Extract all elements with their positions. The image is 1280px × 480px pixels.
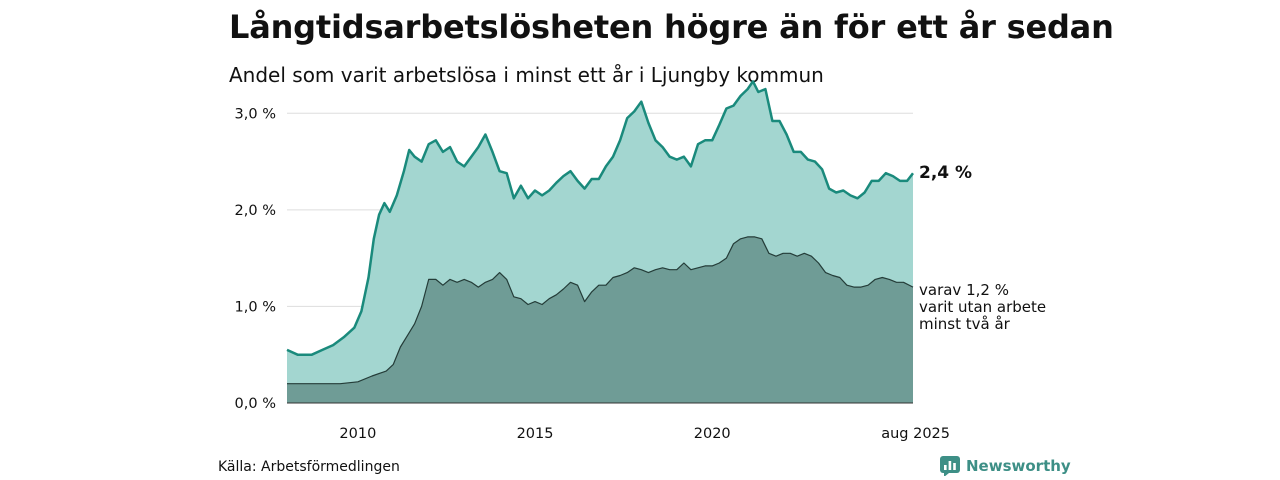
y-tick-label: 0,0 % <box>235 396 276 412</box>
two-year-series-line <box>287 236 914 385</box>
two-year-end-label-line: varit utan arbete <box>919 298 1046 316</box>
two-year-end-label-line: minst två år <box>919 315 1011 333</box>
x-tick-label: 2020 <box>694 426 731 442</box>
x-tick-label: aug 2025 <box>881 426 950 442</box>
source-note: Källa: Arbetsförmedlingen <box>218 459 400 475</box>
two-year-series-area <box>287 236 913 403</box>
two-year-end-label-line: varav 1,2 % <box>919 281 1009 299</box>
total-series-line <box>286 80 914 356</box>
x-tick-label: 2015 <box>517 426 554 442</box>
axis-labels: 0,0 % 1,0 % 2,0 % 3,0 % 2010 2015 2020 aug 2025 <box>235 106 950 442</box>
x-tick-label: 2010 <box>339 426 376 442</box>
total-end-label: 2,4 % <box>919 163 972 183</box>
y-tick-label: 2,0 % <box>235 203 276 219</box>
y-tick-label: 1,0 % <box>235 299 276 315</box>
chart-subtitle: Andel som varit arbetslösa i minst ett å… <box>229 63 824 87</box>
chart-areas <box>286 80 914 404</box>
y-tick-label: 3,0 % <box>235 106 276 122</box>
bar-chart-logo-icon <box>940 456 960 476</box>
brand-logo: Newsworthy <box>940 456 1071 476</box>
brand-name: Newsworthy <box>966 457 1071 475</box>
chart-title: Långtidsarbetslösheten högre än för ett … <box>229 8 1114 46</box>
